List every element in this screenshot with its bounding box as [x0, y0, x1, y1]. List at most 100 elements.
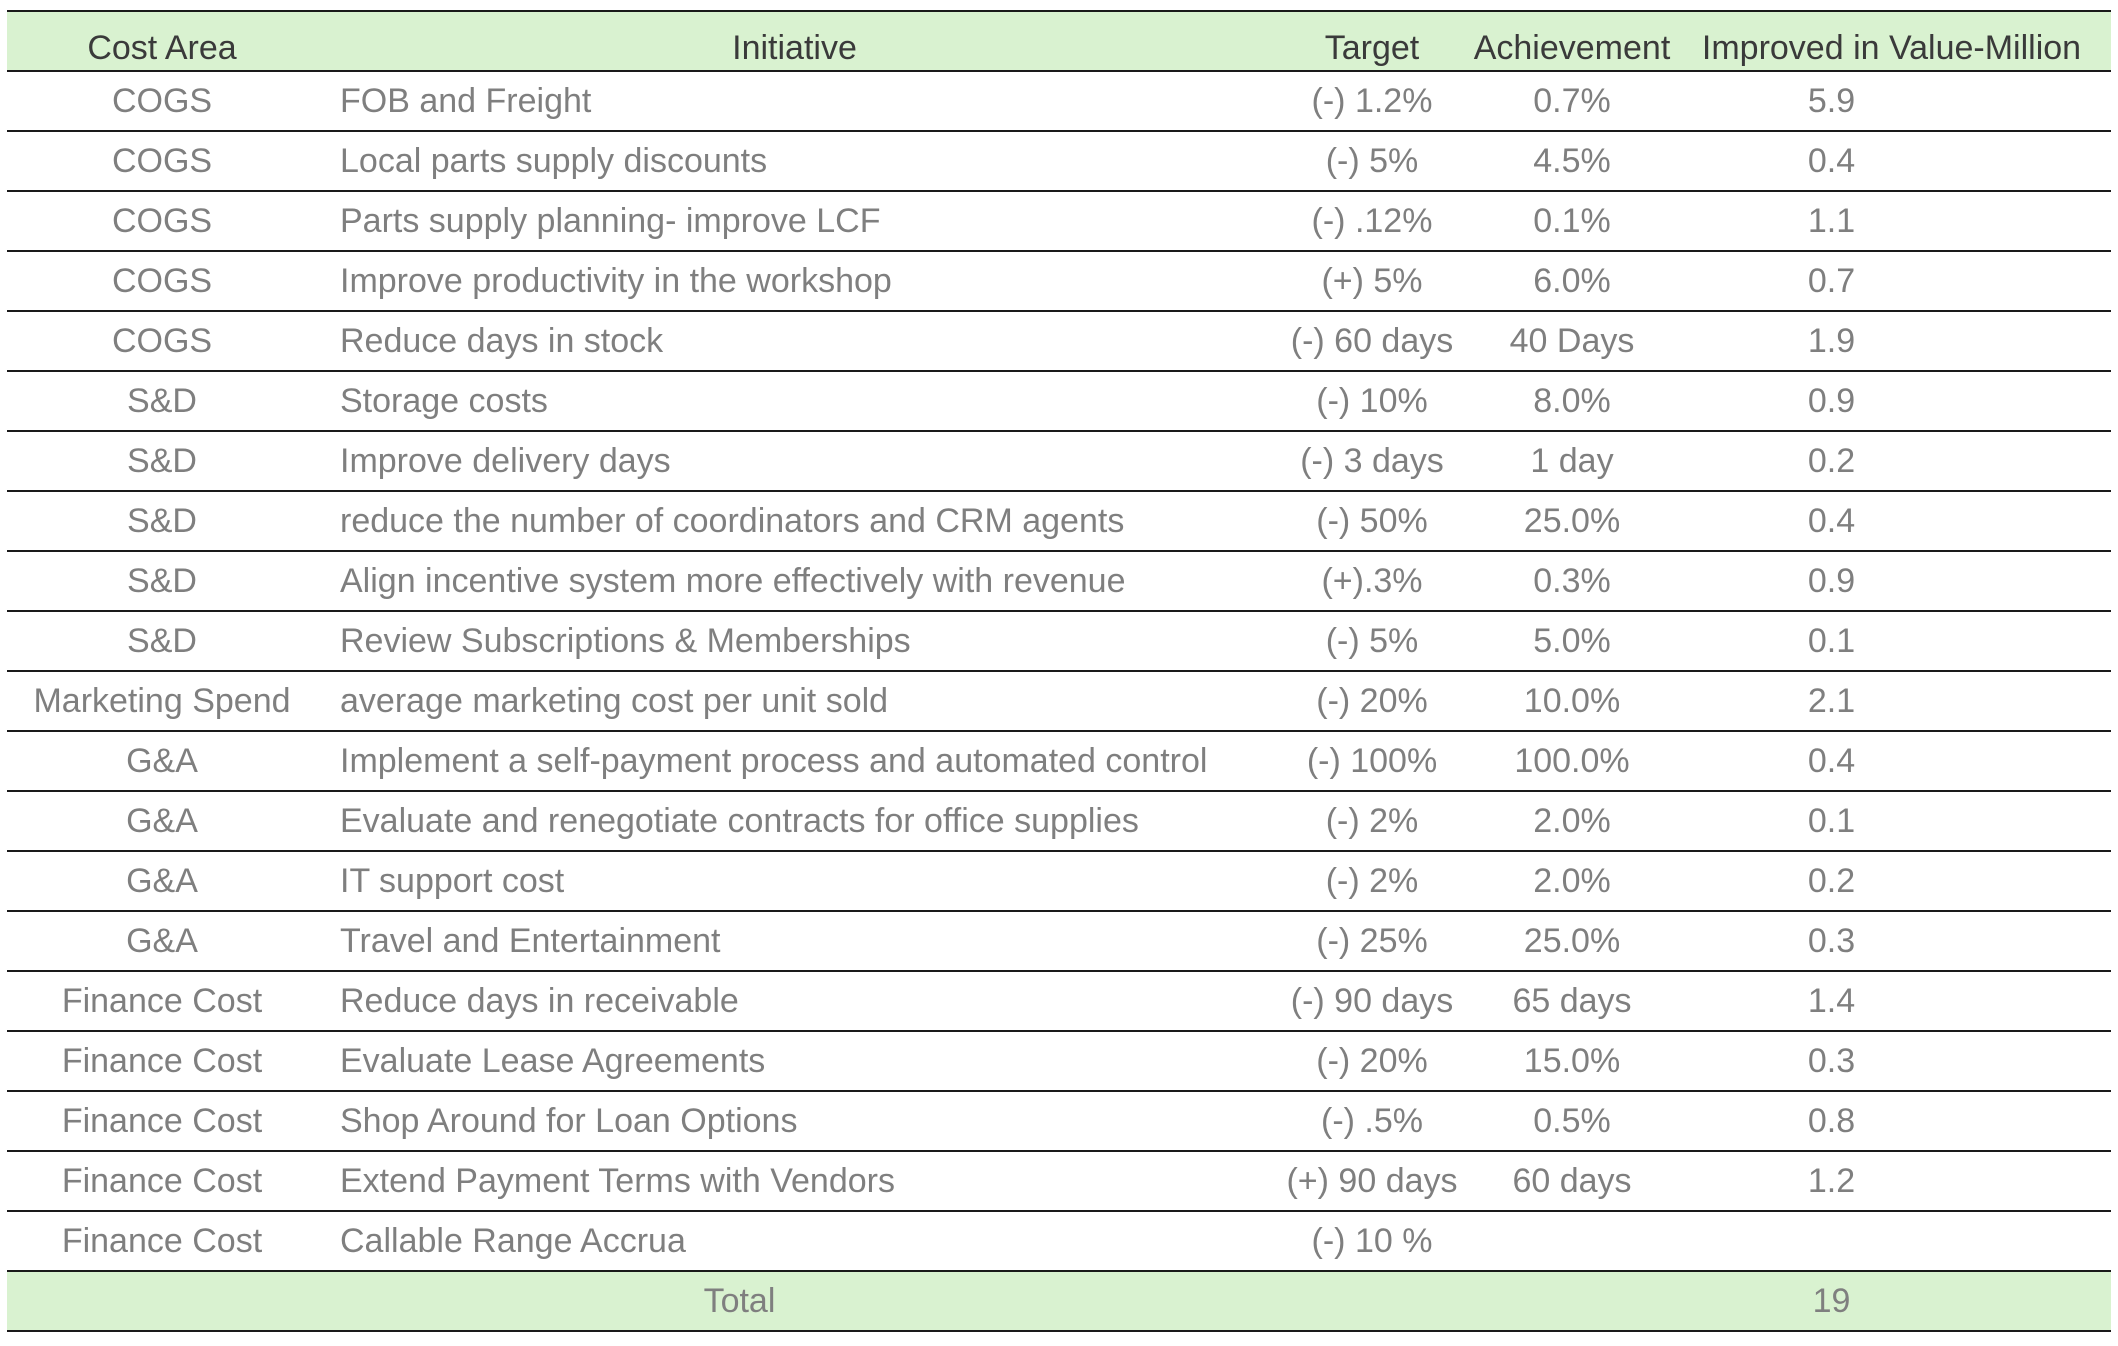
- achievement-cell: 0.5%: [1472, 1091, 1672, 1152]
- table-row: G&A Travel and Entertainment (-) 25% 25.0% 0…: [7, 911, 2111, 972]
- initiative-cell: FOB and Freight: [317, 71, 1272, 132]
- table-row: G&A IT support cost (-) 2% 2.0% 0.2: [7, 851, 2111, 912]
- cost-area-cell: Marketing Spend: [7, 671, 317, 732]
- initiative-cell: reduce the number of coordinators and CR…: [317, 491, 1272, 552]
- cost-area-cell: S&D: [7, 431, 317, 492]
- table-row: Finance Cost Shop Around for Loan Options…: [7, 1091, 2111, 1152]
- table-row: S&D Review Subscriptions & Memberships (-)…: [7, 611, 2111, 672]
- initiative-cell: Reduce days in stock: [317, 311, 1272, 372]
- value-cell: 1.9: [1672, 311, 2111, 372]
- value-cell: 0.8: [1672, 1091, 2111, 1152]
- cost-area-cell: S&D: [7, 491, 317, 552]
- achievement-cell: 6.0%: [1472, 251, 1672, 312]
- value-cell: 0.1: [1672, 611, 2111, 672]
- target-cell: (-) 5%: [1272, 611, 1472, 672]
- initiative-cell: Storage costs: [317, 371, 1272, 432]
- target-cell: (+).3%: [1272, 551, 1472, 612]
- total-row: Total 19: [7, 1270, 2111, 1332]
- achievement-cell: 8.0%: [1472, 371, 1672, 432]
- initiative-cell: Callable Range Accrua: [317, 1211, 1272, 1272]
- achievement-cell: 10.0%: [1472, 671, 1672, 732]
- target-cell: (-) 50%: [1272, 491, 1472, 552]
- achievement-cell: 25.0%: [1472, 911, 1672, 972]
- value-cell: 0.3: [1672, 911, 2111, 972]
- table-header: Cost Area Initiative Target Achievement …: [7, 10, 2111, 72]
- achievement-cell: 2.0%: [1472, 791, 1672, 852]
- table-row: COGS Improve productivity in the workshop…: [7, 251, 2111, 312]
- initiative-cell: IT support cost: [317, 851, 1272, 912]
- target-cell: (-) 2%: [1272, 851, 1472, 912]
- achievement-cell: [1472, 1211, 1672, 1272]
- target-cell: (-) 5%: [1272, 131, 1472, 192]
- header-row: Cost Area Initiative Target Achievement …: [7, 10, 2111, 72]
- table-body: COGS FOB and Freight (-) 1.2% 0.7% 5.9 COGS L…: [7, 71, 2111, 1272]
- table-row: Finance Cost Extend Payment Terms with Ve…: [7, 1151, 2111, 1212]
- cost-area-cell: S&D: [7, 551, 317, 612]
- table-row: S&D Storage costs (-) 10% 8.0% 0.9: [7, 371, 2111, 432]
- value-cell: 0.9: [1672, 371, 2111, 432]
- achievement-cell: 25.0%: [1472, 491, 1672, 552]
- table-row: COGS Parts supply planning- improve LCF (-…: [7, 191, 2111, 252]
- cost-area-cell: S&D: [7, 371, 317, 432]
- value-cell: 1.1: [1672, 191, 2111, 252]
- cost-area-cell: COGS: [7, 311, 317, 372]
- achievement-cell: 0.3%: [1472, 551, 1672, 612]
- initiative-cell: Review Subscriptions & Memberships: [317, 611, 1272, 672]
- target-cell: (-) 20%: [1272, 671, 1472, 732]
- table-row: Finance Cost Reduce days in receivable (-)…: [7, 971, 2111, 1032]
- achievement-cell: 65 days: [1472, 971, 1672, 1032]
- achievement-cell: 0.1%: [1472, 191, 1672, 252]
- table-row: COGS FOB and Freight (-) 1.2% 0.7% 5.9: [7, 71, 2111, 132]
- achievement-cell: 1 day: [1472, 431, 1672, 492]
- header-cost-area: Cost Area: [7, 10, 317, 72]
- target-cell: (-) 10 %: [1272, 1211, 1472, 1272]
- achievement-cell: 2.0%: [1472, 851, 1672, 912]
- value-cell: [1672, 1211, 2111, 1272]
- initiative-cell: Improve productivity in the workshop: [317, 251, 1272, 312]
- achievement-cell: 5.0%: [1472, 611, 1672, 672]
- achievement-cell: 4.5%: [1472, 131, 1672, 192]
- cost-area-cell: COGS: [7, 251, 317, 312]
- cost-area-cell: Finance Cost: [7, 1091, 317, 1152]
- cost-area-cell: Finance Cost: [7, 971, 317, 1032]
- initiative-cell: Evaluate Lease Agreements: [317, 1031, 1272, 1092]
- cost-area-cell: G&A: [7, 911, 317, 972]
- table-row: Marketing Spend average marketing cost pe…: [7, 671, 2111, 732]
- target-cell: (-) 3 days: [1272, 431, 1472, 492]
- value-cell: 1.2: [1672, 1151, 2111, 1212]
- cost-area-cell: Finance Cost: [7, 1031, 317, 1092]
- total-spacer: [1472, 1270, 1672, 1332]
- cost-initiatives-table: Cost Area Initiative Target Achievement …: [7, 10, 2111, 1332]
- initiative-cell: Implement a self-payment process and aut…: [317, 731, 1272, 792]
- cost-area-cell: COGS: [7, 191, 317, 252]
- achievement-cell: 60 days: [1472, 1151, 1672, 1212]
- cost-area-cell: S&D: [7, 611, 317, 672]
- table-row: COGS Reduce days in stock (-) 60 days 40 Da…: [7, 311, 2111, 372]
- value-cell: 0.1: [1672, 791, 2111, 852]
- value-cell: 2.1: [1672, 671, 2111, 732]
- target-cell: (-) 100%: [1272, 731, 1472, 792]
- initiative-cell: Shop Around for Loan Options: [317, 1091, 1272, 1152]
- initiative-cell: Reduce days in receivable: [317, 971, 1272, 1032]
- cost-area-cell: Finance Cost: [7, 1151, 317, 1212]
- value-cell: 0.4: [1672, 491, 2111, 552]
- target-cell: (-) 20%: [1272, 1031, 1472, 1092]
- value-cell: 0.2: [1672, 851, 2111, 912]
- table-footer: Total 19: [7, 1270, 2111, 1332]
- achievement-cell: 15.0%: [1472, 1031, 1672, 1092]
- target-cell: (-) 60 days: [1272, 311, 1472, 372]
- total-label: Total: [7, 1270, 1472, 1332]
- cost-area-cell: COGS: [7, 131, 317, 192]
- achievement-cell: 40 Days: [1472, 311, 1672, 372]
- table-row: Finance Cost Callable Range Accrua (-) 10 …: [7, 1211, 2111, 1272]
- cost-area-cell: G&A: [7, 791, 317, 852]
- value-cell: 0.4: [1672, 131, 2111, 192]
- cost-initiatives-table-container: Cost Area Initiative Target Achievement …: [7, 10, 2111, 1332]
- target-cell: (-) 10%: [1272, 371, 1472, 432]
- value-cell: 5.9: [1672, 71, 2111, 132]
- achievement-cell: 100.0%: [1472, 731, 1672, 792]
- target-cell: (-) 1.2%: [1272, 71, 1472, 132]
- table-row: G&A Evaluate and renegotiate contracts fo…: [7, 791, 2111, 852]
- target-cell: (-) 25%: [1272, 911, 1472, 972]
- cost-area-cell: COGS: [7, 71, 317, 132]
